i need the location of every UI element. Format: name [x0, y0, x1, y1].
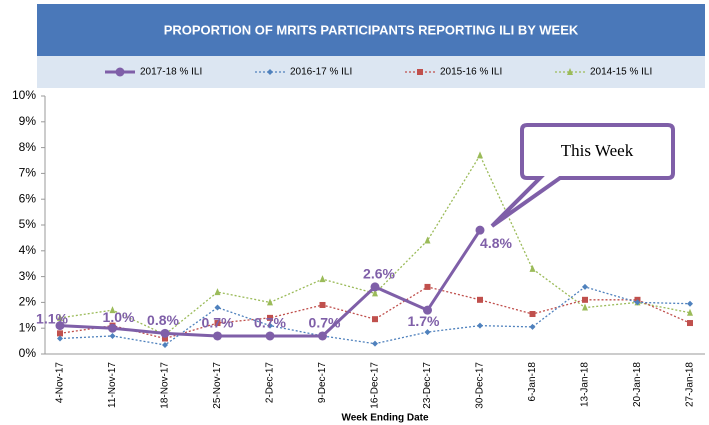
data-label: 0.7%	[202, 315, 234, 331]
y-tick-label: 2%	[19, 295, 37, 309]
data-point	[372, 289, 378, 297]
data-point	[529, 264, 536, 272]
x-tick-label: 25-Nov-17	[212, 362, 223, 409]
data-point	[687, 320, 693, 327]
data-point	[267, 314, 273, 321]
legend-label: 2017-18 % ILI	[140, 67, 202, 78]
legend-label: 2015-16 % ILI	[440, 67, 502, 78]
y-tick-label: 3%	[19, 269, 37, 283]
legend-marker	[417, 69, 423, 75]
data-point	[687, 300, 693, 307]
data-label: 1.0%	[103, 309, 135, 325]
data-point	[687, 308, 693, 316]
data-point	[57, 313, 63, 321]
x-tick-label: 20-Jan-18	[632, 362, 643, 407]
data-point	[108, 323, 117, 333]
x-tick-label: 30-Dec-17	[475, 362, 486, 409]
x-tick-label: 2-Dec-17	[265, 362, 276, 404]
data-point	[109, 332, 116, 339]
data-label: 1.7%	[408, 313, 440, 329]
data-point	[267, 322, 273, 329]
chart-title: PROPORTION OF MRITS PARTICIPANTS REPORTI…	[164, 22, 579, 37]
y-tick-label: 10%	[12, 88, 36, 102]
data-point	[318, 331, 327, 341]
data-point	[372, 340, 378, 347]
data-point	[55, 321, 65, 331]
data-point	[57, 330, 63, 337]
data-point	[529, 323, 536, 330]
data-point	[162, 335, 168, 342]
data-point	[475, 225, 485, 235]
legend-marker	[567, 68, 573, 75]
legend-label: 2016-17 % ILI	[290, 67, 352, 78]
y-tick-label: 0%	[19, 346, 37, 360]
data-point	[582, 296, 588, 303]
legend-band	[37, 56, 705, 88]
y-tick-label: 1%	[19, 320, 37, 334]
data-point	[477, 296, 483, 303]
title-banner	[37, 4, 705, 56]
x-tick-label: 16-Dec-17	[370, 362, 381, 409]
data-label: 0.7%	[309, 315, 341, 331]
callout	[490, 123, 675, 228]
data-point	[424, 236, 431, 244]
x-axis-label: Week Ending Date	[341, 413, 428, 424]
data-point	[214, 304, 221, 311]
data-point	[424, 329, 431, 336]
data-point	[582, 283, 588, 290]
data-point	[267, 298, 273, 306]
data-point	[214, 320, 221, 327]
data-point	[319, 275, 326, 283]
data-point	[319, 301, 326, 308]
data-point	[162, 341, 168, 348]
x-tick-label: 11-Nov-17	[107, 362, 118, 408]
data-label: 1.1%	[36, 310, 68, 326]
legend-label: 2014-15 % ILI	[590, 67, 652, 78]
y-tick-label: 8%	[19, 140, 37, 154]
data-point	[370, 282, 380, 292]
x-tick-label: 9-Dec-17	[317, 362, 328, 404]
data-point	[424, 283, 431, 290]
y-tick-label: 4%	[19, 243, 37, 257]
data-point	[582, 303, 588, 311]
data-point	[57, 335, 63, 342]
data-point	[265, 331, 275, 341]
data-point	[477, 322, 483, 329]
data-label: 2.6%	[363, 266, 395, 282]
data-point	[529, 311, 536, 318]
x-tick-label: 13-Jan-18	[580, 362, 591, 407]
y-tick-label: 5%	[19, 217, 37, 231]
data-label: 0.8%	[147, 312, 179, 328]
data-point	[213, 331, 222, 341]
x-tick-label: 18-Nov-17	[160, 362, 171, 409]
data-point	[477, 151, 483, 159]
y-tick-label: 9%	[19, 114, 37, 128]
data-label: 4.8%	[480, 235, 512, 251]
data-point	[160, 328, 170, 338]
data-point	[109, 306, 116, 314]
x-tick-label: 23-Dec-17	[422, 362, 433, 409]
data-label: 0.7%	[254, 315, 286, 331]
x-tick-label: 27-Jan-18	[685, 362, 696, 407]
data-point	[423, 305, 432, 315]
legend-marker	[115, 67, 125, 77]
y-tick-label: 7%	[19, 166, 37, 180]
data-point	[634, 299, 641, 306]
y-tick-label: 6%	[19, 191, 37, 205]
annotation: This Week	[561, 141, 634, 160]
x-tick-label: 4-Nov-17	[55, 362, 66, 404]
series-line	[59, 153, 691, 336]
legend-marker	[267, 69, 273, 75]
data-point	[372, 316, 378, 323]
x-tick-label: 6-Jan-18	[527, 362, 538, 402]
data-point	[214, 288, 221, 296]
